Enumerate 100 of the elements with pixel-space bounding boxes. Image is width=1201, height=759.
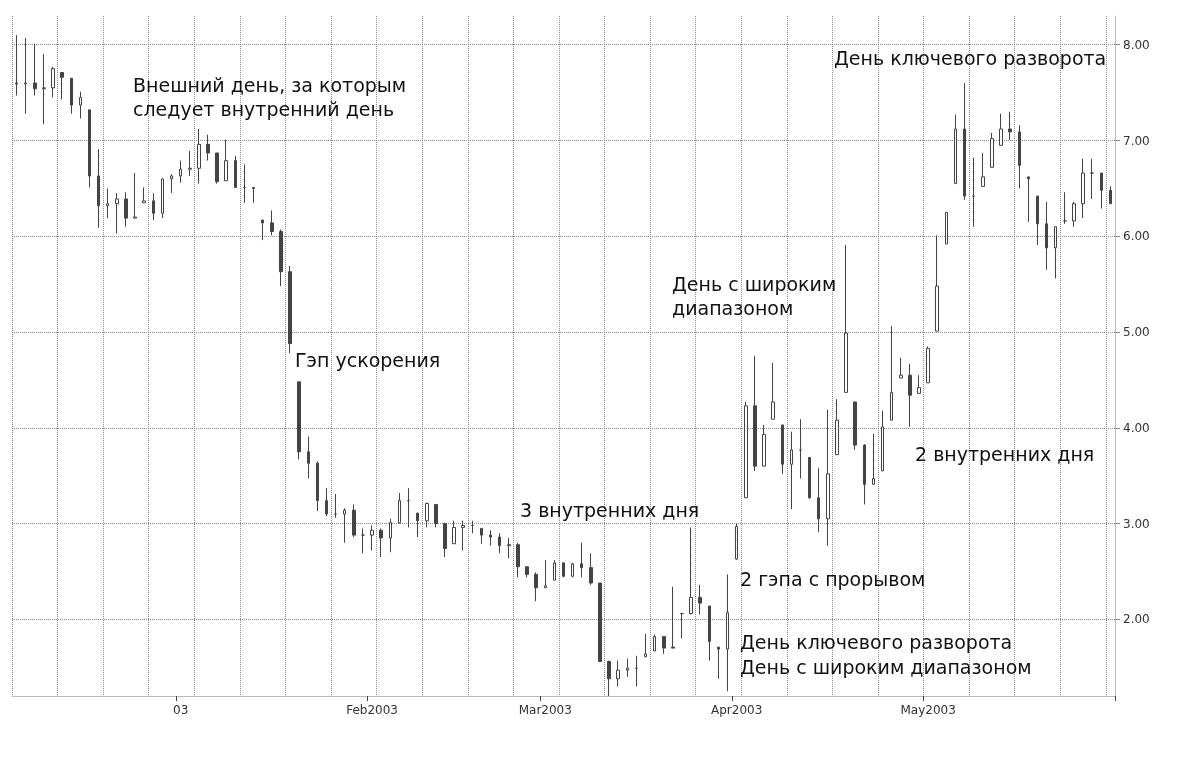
candlestick [1018,124,1021,189]
y-tick-label: 7.00 [1123,133,1150,148]
candlestick [516,542,520,578]
candlestick [416,512,419,538]
candlestick [115,192,119,234]
candlestick [1045,201,1048,271]
candlestick [935,234,939,332]
candlestick [717,646,720,680]
candlestick [325,487,328,517]
candlestick [1027,176,1030,223]
candlestick [999,113,1003,146]
candlestick [206,134,210,162]
candlestick [243,163,246,204]
candlestick [890,325,893,421]
candlestick [571,562,574,578]
annotation: Внешний день, за которым следует внутренний день [133,74,407,120]
annotation: День с широким диапазоном [672,273,837,319]
candlestick [826,409,830,547]
candlestick [680,612,684,640]
y-tick-label: 6.00 [1123,229,1150,244]
candlestick [844,244,848,393]
candlestick [215,152,219,185]
candlestick [88,109,91,188]
candlestick [653,634,656,652]
x-tick-label: Apr2003 [711,703,763,717]
candlestick [1054,226,1057,279]
candlestick [598,582,602,663]
candlestick [926,345,930,384]
candlestick [908,363,912,428]
candlestick [142,186,146,204]
candlestick [170,173,173,194]
candlestick [853,401,857,451]
candlestick [799,418,802,480]
candlestick [425,502,429,528]
y-tick-label: 2.00 [1123,612,1150,627]
candlestick [161,178,164,219]
candlestick [60,72,64,100]
candlestick [70,77,73,115]
candlestick [106,187,109,219]
candlestick [1109,185,1112,205]
annotation: День ключевого разворота [740,631,1013,653]
candlestick [279,229,283,287]
candlestick [316,460,319,512]
candlestick [224,139,228,182]
candlestick [51,66,55,98]
candlestick [972,157,975,228]
candlestick [152,192,155,221]
candlestick [534,571,538,602]
candlestick [626,658,629,678]
candlestick [407,487,410,528]
candlestick [835,398,839,456]
candlestick [24,37,27,115]
x-tick-label: Feb2003 [346,703,398,717]
candlestick [307,435,310,480]
candlestick [954,114,957,185]
candlestick [781,424,784,475]
candlestick [434,503,438,528]
annotation: День ключевого разворота [834,47,1107,69]
candlestick [753,355,757,472]
candlestick [762,424,766,467]
candlestick [261,219,264,241]
candlestick [872,433,875,485]
candlestick [179,160,182,184]
candlestick [607,660,611,697]
candlestick [498,532,501,554]
candlestick [771,362,775,420]
candlestick [1100,172,1103,210]
candlestick [252,186,255,204]
candlestick [297,381,301,460]
x-tick-label: Mar2003 [518,703,572,717]
candlestick [662,636,666,655]
candlestick [370,525,374,551]
candlestick [689,526,693,616]
candlestick [461,520,465,551]
candlestick [945,211,948,245]
candlestick [744,401,748,499]
candlestick [507,537,511,559]
candlestick [899,357,903,379]
candlestick [288,265,292,354]
candlestick [379,527,383,558]
candlestick [589,552,593,586]
candlestick [1036,195,1039,246]
candlestick [544,559,547,589]
candlestick [562,562,565,578]
candlestick [42,53,46,125]
candlestick [15,34,18,96]
candlestick [1072,201,1076,228]
candlestick [635,655,638,687]
candlestick [97,148,100,229]
x-tick-label: 03 [173,703,189,717]
candlestick [790,431,793,510]
annotation: Гэп ускорения [295,349,441,371]
candlestick [352,503,356,538]
y-tick-label: 5.00 [1123,325,1150,340]
candlestick [443,522,447,558]
candlestick [698,584,702,616]
candlestick [188,150,192,177]
annotation: 3 внутренних дня [520,499,700,521]
candlestick [863,443,866,505]
candlestick [981,152,985,187]
